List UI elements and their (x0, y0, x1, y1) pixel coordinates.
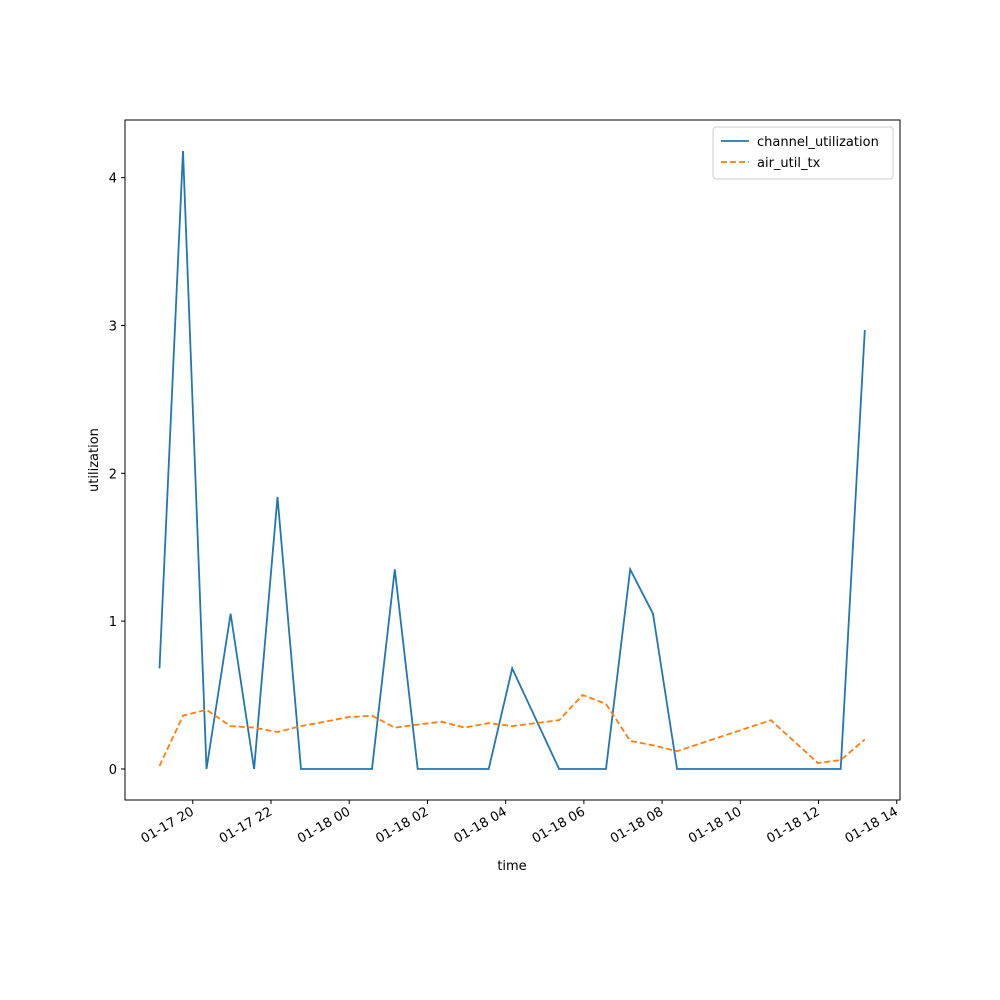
x-tick-label: 01-18 06 (530, 804, 588, 846)
x-tick-label: 01-18 00 (295, 804, 353, 846)
y-tick-label: 4 (109, 172, 117, 187)
x-tick-label: 01-18 02 (373, 804, 431, 846)
x-tick-label: 01-18 08 (608, 804, 666, 846)
x-tick-label: 01-18 04 (452, 804, 510, 846)
series-line (158, 693, 866, 767)
y-tick-label: 3 (109, 319, 117, 334)
x-tick-label: 01-18 12 (764, 804, 822, 846)
x-tick-label: 01-17 20 (139, 804, 197, 846)
y-tick-label: 0 (109, 763, 117, 778)
x-tick-label: 01-17 22 (217, 804, 275, 846)
plot-frame (124, 119, 901, 801)
legend-label: air_util_tx (757, 156, 821, 171)
y-tick-label: 2 (109, 467, 117, 482)
x-tick-label: 01-18 14 (843, 804, 901, 846)
series-line (158, 150, 866, 770)
y-tick-label: 1 (109, 615, 117, 630)
y-axis-label: utilization (87, 428, 102, 492)
legend-box (712, 126, 894, 180)
legend-label: channel_utilization (757, 135, 879, 150)
x-axis-label: time (497, 859, 526, 874)
x-tick-label: 01-18 10 (686, 804, 744, 846)
